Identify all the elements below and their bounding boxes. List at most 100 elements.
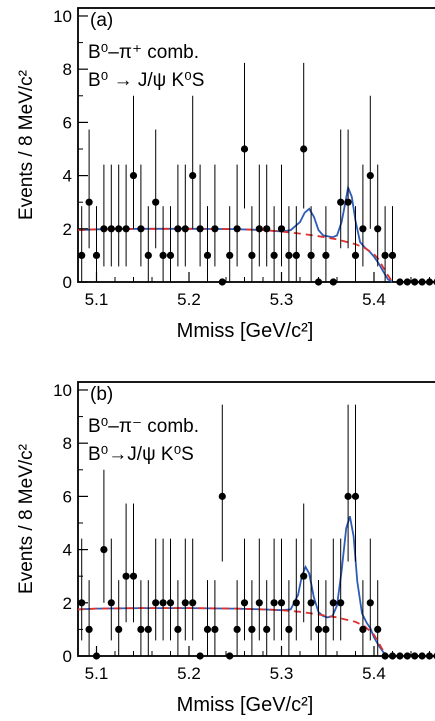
data-point [322, 625, 330, 633]
y-tick-label: 2 [63, 220, 72, 239]
x-axis-ticks: 5.1 5.2 5.3 5.4 [85, 272, 430, 309]
data-point [218, 492, 226, 500]
data-point [129, 572, 138, 580]
data-point [277, 599, 286, 607]
data-point [115, 225, 123, 233]
data-point [285, 251, 293, 259]
annotation-line-2: B⁰ → J/ψ K⁰S [88, 70, 204, 91]
data-point [307, 599, 315, 607]
data-point [122, 225, 130, 233]
data-point [396, 278, 404, 286]
data-point [255, 599, 263, 607]
data-point [196, 652, 204, 660]
data-point [203, 251, 212, 259]
data-point [181, 225, 189, 233]
data-point [411, 278, 419, 286]
data-point [152, 198, 160, 206]
data-point [314, 625, 323, 633]
fit-curves [77, 516, 389, 657]
data-point [337, 198, 345, 206]
data-point [329, 278, 337, 286]
data-point [159, 251, 167, 259]
data-point [292, 251, 300, 259]
data-point [248, 625, 256, 633]
annotation-line-2: B⁰→J/ψ K⁰S [88, 444, 194, 465]
data-point [144, 251, 152, 259]
y-tick-label: 6 [63, 113, 72, 132]
y-tick-label: 0 [63, 647, 72, 666]
data-point [263, 625, 271, 633]
x-tick-label: 5.4 [362, 664, 386, 683]
x-axis-ticks: 5.1 5.2 5.3 5.4 [85, 646, 430, 683]
data-point [152, 599, 160, 607]
y-tick-label: 4 [63, 541, 72, 560]
data-point [388, 251, 397, 259]
panel-label: (b) [90, 384, 113, 405]
data-point [344, 198, 352, 206]
y-tick-label: 0 [63, 273, 72, 292]
data-point [366, 599, 374, 607]
x-axis-label: Mmiss [GeV/c²] [177, 694, 314, 716]
panel-label: (a) [90, 10, 113, 31]
data-point [403, 652, 411, 660]
data-point [351, 492, 360, 500]
data-point [351, 251, 360, 259]
data-point [337, 599, 345, 607]
data-point [248, 251, 256, 259]
data-point [240, 599, 249, 607]
data-point [418, 278, 426, 286]
data-point [255, 225, 263, 233]
panel-b: 0 2 4 6 8 10 5.1 5.2 5.3 5.4 (b) B⁰–π⁻ comb. B⁰→… [16, 381, 435, 716]
data-point [137, 625, 145, 633]
data-point [277, 225, 286, 233]
data-point [196, 225, 204, 233]
data-point [300, 145, 308, 153]
x-tick-label: 5.1 [85, 290, 109, 309]
data-point [270, 251, 278, 259]
data-point [292, 599, 300, 607]
data-point [203, 625, 212, 633]
y-tick-label: 10 [53, 7, 72, 26]
data-point [374, 625, 382, 633]
data-point [374, 225, 382, 233]
y-axis-ticks: 0 2 4 6 8 10 [53, 7, 88, 292]
annotation-line-1: B⁰–π⁺ comb. [88, 42, 199, 63]
data-point [411, 652, 419, 660]
data-point [137, 225, 145, 233]
x-tick-label: 5.1 [85, 664, 109, 683]
annotation-line-1: B⁰–π⁻ comb. [88, 416, 199, 437]
y-tick-label: 8 [63, 434, 72, 453]
y-tick-label: 8 [63, 60, 72, 79]
x-tick-label: 5.3 [270, 290, 294, 309]
y-axis-label: Events / 8 MeV/c² [16, 444, 37, 594]
data-points [78, 404, 435, 660]
data-point [396, 652, 404, 660]
data-point [92, 251, 101, 259]
y-tick-label: 2 [63, 594, 72, 613]
data-point [359, 625, 367, 633]
total-fit-curve [77, 516, 389, 657]
data-point [107, 599, 115, 607]
data-point [366, 171, 374, 180]
data-point [174, 225, 182, 233]
data-point [181, 599, 189, 607]
data-point [211, 625, 219, 633]
background-fit-curve [77, 607, 389, 657]
background-fit-curve [77, 227, 394, 283]
data-point [381, 652, 389, 660]
x-tick-label: 5.3 [270, 664, 294, 683]
data-point [166, 599, 175, 607]
data-point [233, 625, 241, 633]
data-point [307, 251, 315, 259]
data-point [403, 278, 411, 286]
data-point [381, 251, 389, 259]
data-point [122, 572, 130, 580]
data-point [211, 225, 219, 233]
data-point [166, 251, 175, 259]
data-point [174, 625, 182, 633]
data-point [344, 492, 352, 500]
data-point [226, 251, 234, 259]
data-point [226, 652, 234, 660]
data-point [144, 625, 152, 633]
